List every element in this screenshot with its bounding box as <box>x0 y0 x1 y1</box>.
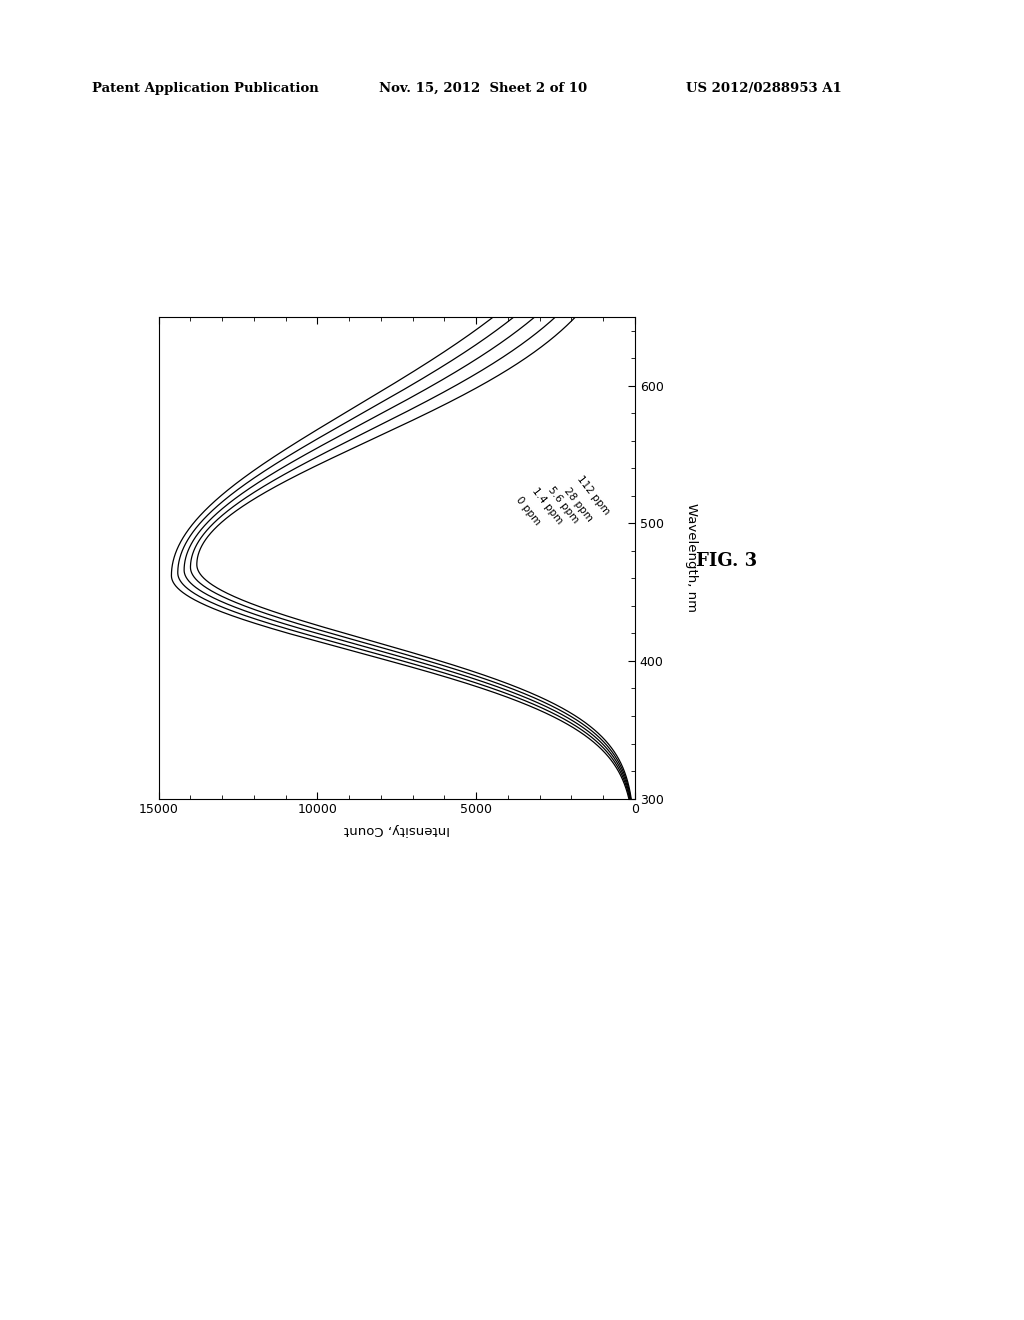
Y-axis label: Wavelength, nm: Wavelength, nm <box>685 503 698 612</box>
Text: 28 ppm: 28 ppm <box>562 486 594 523</box>
X-axis label: Intensity, Count: Intensity, Count <box>344 824 450 837</box>
Text: US 2012/0288953 A1: US 2012/0288953 A1 <box>686 82 842 95</box>
Text: 112 ppm: 112 ppm <box>574 474 611 516</box>
Text: 5.6 ppm: 5.6 ppm <box>546 484 581 524</box>
Text: 1.4 ppm: 1.4 ppm <box>530 486 564 527</box>
Text: FIG. 3: FIG. 3 <box>696 552 758 570</box>
Text: Patent Application Publication: Patent Application Publication <box>92 82 318 95</box>
Text: Nov. 15, 2012  Sheet 2 of 10: Nov. 15, 2012 Sheet 2 of 10 <box>379 82 587 95</box>
Text: 0 ppm: 0 ppm <box>514 495 543 528</box>
